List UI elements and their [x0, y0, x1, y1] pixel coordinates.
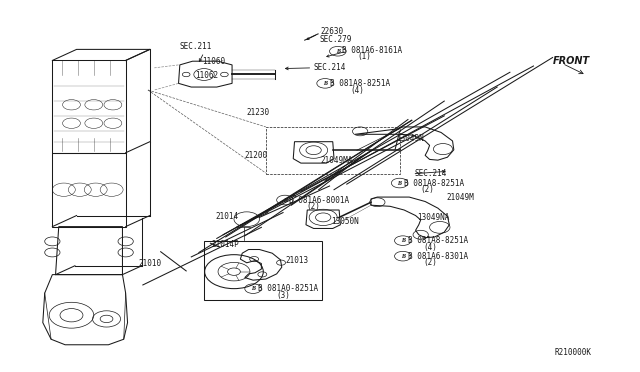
Text: 11060: 11060	[203, 57, 226, 66]
Text: SEC.214: SEC.214	[314, 62, 346, 72]
Text: SEC.279: SEC.279	[320, 35, 353, 44]
Text: (1): (1)	[357, 52, 371, 61]
Text: FRONT: FRONT	[553, 56, 590, 66]
Text: B 081A6-8301A: B 081A6-8301A	[408, 251, 468, 261]
Text: (3): (3)	[276, 291, 291, 300]
Text: B 081A8-8251A: B 081A8-8251A	[330, 79, 390, 88]
Bar	[204, 241, 322, 301]
Text: B 081A6-8001A: B 081A6-8001A	[289, 196, 349, 205]
Bar	[266, 126, 399, 174]
Text: 21230: 21230	[246, 108, 270, 118]
Text: SEC.214: SEC.214	[414, 169, 447, 177]
Text: R210000K: R210000K	[554, 348, 591, 357]
Text: B: B	[336, 49, 340, 54]
Text: B: B	[401, 254, 405, 259]
Text: 21014P: 21014P	[212, 240, 239, 249]
Text: 22630: 22630	[320, 27, 343, 36]
Text: B 081A0-8251A: B 081A0-8251A	[257, 284, 317, 293]
Text: (2): (2)	[423, 258, 437, 267]
Text: 13049NA: 13049NA	[417, 213, 449, 222]
Text: 21200: 21200	[244, 151, 268, 160]
Text: B: B	[323, 81, 327, 86]
Text: 11062: 11062	[195, 71, 218, 80]
Text: (2): (2)	[306, 202, 320, 211]
Text: (2): (2)	[420, 185, 435, 194]
Text: 13049N: 13049N	[396, 134, 424, 143]
Text: (4): (4)	[351, 86, 364, 94]
Text: B: B	[283, 198, 287, 202]
Text: B: B	[397, 180, 402, 186]
Text: B 081A8-8251A: B 081A8-8251A	[404, 179, 464, 187]
Text: 21014: 21014	[215, 212, 239, 221]
Text: SEC.211: SEC.211	[180, 42, 212, 51]
Text: B: B	[251, 286, 255, 291]
Text: B: B	[401, 238, 405, 243]
Text: 21049M: 21049M	[446, 193, 474, 202]
Text: 21010: 21010	[139, 259, 162, 268]
Text: (4): (4)	[423, 243, 437, 252]
Text: 13050N: 13050N	[332, 217, 359, 225]
Text: B 081A6-8161A: B 081A6-8161A	[342, 46, 403, 55]
Text: B 081A8-8251A: B 081A8-8251A	[408, 236, 468, 245]
Text: 21013: 21013	[285, 256, 308, 265]
Text: 21049MA: 21049MA	[320, 156, 353, 166]
